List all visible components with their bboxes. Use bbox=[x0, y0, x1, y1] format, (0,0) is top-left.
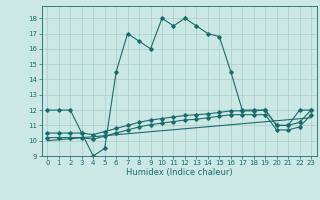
X-axis label: Humidex (Indice chaleur): Humidex (Indice chaleur) bbox=[126, 168, 233, 177]
